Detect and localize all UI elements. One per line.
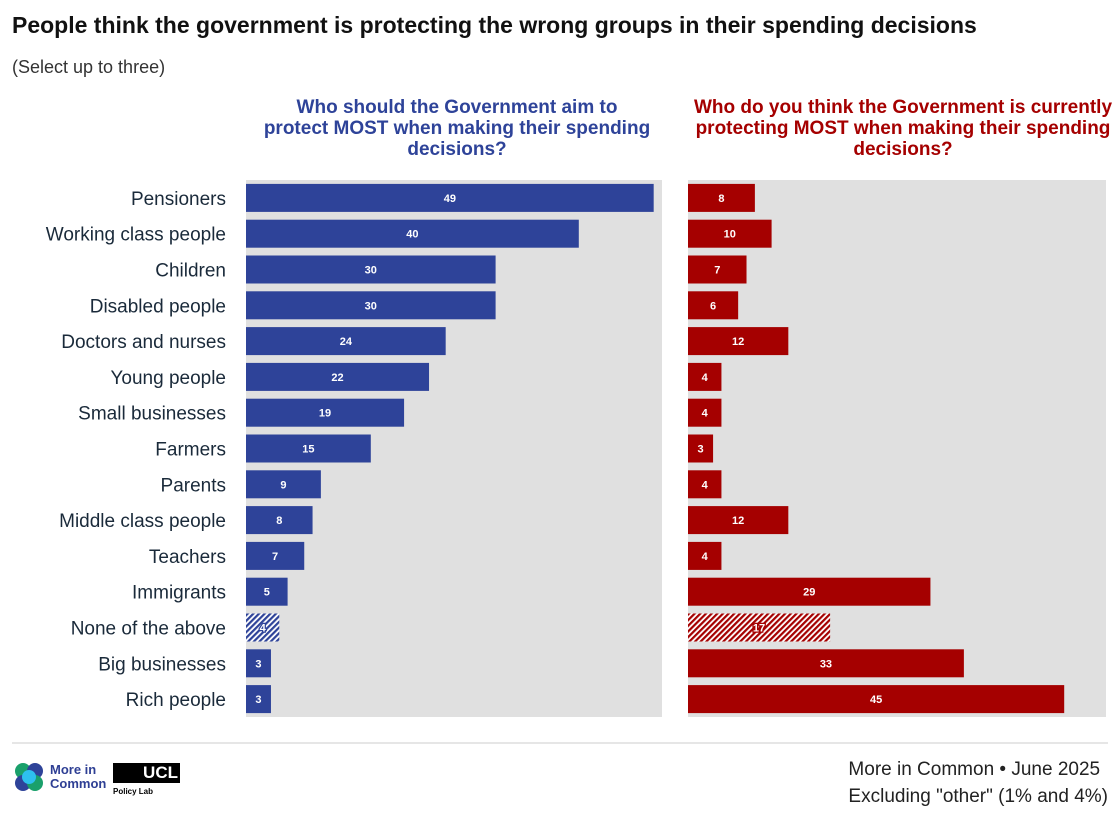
- data-label: 3: [255, 694, 261, 706]
- category-label: Disabled people: [90, 296, 226, 317]
- data-label: 22: [331, 372, 343, 384]
- bar-current: [688, 541, 722, 570]
- data-label: 15: [302, 444, 314, 456]
- data-label: 29: [803, 587, 815, 599]
- data-label: 4: [702, 479, 709, 491]
- bar-current: [688, 613, 831, 642]
- data-label: 8: [276, 515, 282, 527]
- category-label: Young people: [110, 368, 226, 389]
- bar-current: [688, 219, 772, 248]
- data-label: 3: [697, 444, 703, 456]
- data-label: 8: [718, 193, 724, 205]
- ucl-logo: UCL Policy Lab: [113, 763, 180, 796]
- footer-divider: [12, 742, 1108, 744]
- data-label: 12: [732, 515, 744, 527]
- bar-should: [246, 434, 371, 463]
- data-label: 30: [365, 300, 377, 312]
- category-label: Middle class people: [59, 511, 226, 532]
- bar-should: [246, 613, 280, 642]
- bar-current: [688, 327, 789, 356]
- data-label: 3: [255, 658, 261, 670]
- category-label: None of the above: [71, 619, 226, 640]
- category-label: Farmers: [155, 440, 226, 461]
- category-label: Small businesses: [78, 404, 226, 425]
- more-in-common-icon: [15, 763, 43, 791]
- bar-should: [246, 291, 496, 320]
- source-note: More in Common • June 2025 Excluding "ot…: [848, 759, 1108, 807]
- bar-should: [246, 541, 305, 570]
- bar-should: [246, 470, 321, 499]
- bar-should: [246, 577, 288, 606]
- bar-should: [246, 506, 313, 535]
- data-label: 12: [732, 336, 744, 348]
- data-label: 17: [753, 623, 765, 635]
- data-label: 30: [365, 265, 377, 277]
- bar-current: [688, 649, 964, 678]
- data-label: 4: [260, 623, 267, 635]
- bar-should: [246, 327, 446, 356]
- right-panel-title: Who do you think the Government is curre…: [693, 97, 1113, 160]
- data-label: 19: [319, 408, 331, 420]
- data-label: 4: [702, 551, 709, 563]
- data-label: 10: [724, 229, 736, 241]
- data-label: 5: [264, 587, 270, 599]
- chart-title: People think the government is protectin…: [12, 12, 977, 38]
- bar-should: [246, 183, 654, 212]
- more-in-common-logo: More in Common: [14, 762, 110, 792]
- bar-current: [688, 577, 931, 606]
- bar-current: [688, 470, 722, 499]
- category-label: Working class people: [46, 225, 226, 246]
- data-label: 40: [406, 229, 418, 241]
- bar-should: [246, 649, 271, 678]
- bar-should: [246, 219, 579, 248]
- bar-should: [246, 685, 271, 714]
- category-label: Rich people: [126, 690, 226, 711]
- category-label: Doctors and nurses: [61, 332, 226, 353]
- bar-current: [688, 434, 714, 463]
- chart-subtitle: (Select up to three): [12, 57, 166, 77]
- bar-current: [688, 685, 1065, 714]
- data-label: 49: [444, 193, 456, 205]
- bar-current: [688, 255, 747, 284]
- category-label: Immigrants: [132, 583, 226, 604]
- category-label: Big businesses: [98, 654, 226, 675]
- data-label: 6: [710, 300, 716, 312]
- category-label: Children: [155, 261, 226, 282]
- data-label: 9: [280, 479, 286, 491]
- bar-current: [688, 362, 722, 391]
- category-label: Pensioners: [131, 189, 226, 210]
- bar-should: [246, 255, 496, 284]
- bar-should: [246, 362, 430, 391]
- bar-current: [688, 183, 755, 212]
- category-label: Teachers: [149, 547, 226, 568]
- category-label: Parents: [161, 475, 226, 496]
- data-label: 7: [272, 551, 278, 563]
- bar-current: [688, 291, 739, 320]
- data-label: 4: [702, 372, 709, 384]
- data-label: 24: [340, 336, 353, 348]
- bar-current: [688, 398, 722, 427]
- bar-should: [246, 398, 405, 427]
- data-label: 33: [820, 658, 832, 670]
- data-label: 45: [870, 694, 882, 706]
- left-panel-title: Who should the Government aim to protect…: [263, 97, 651, 160]
- data-label: 7: [714, 265, 720, 277]
- data-label: 4: [702, 408, 709, 420]
- bar-current: [688, 506, 789, 535]
